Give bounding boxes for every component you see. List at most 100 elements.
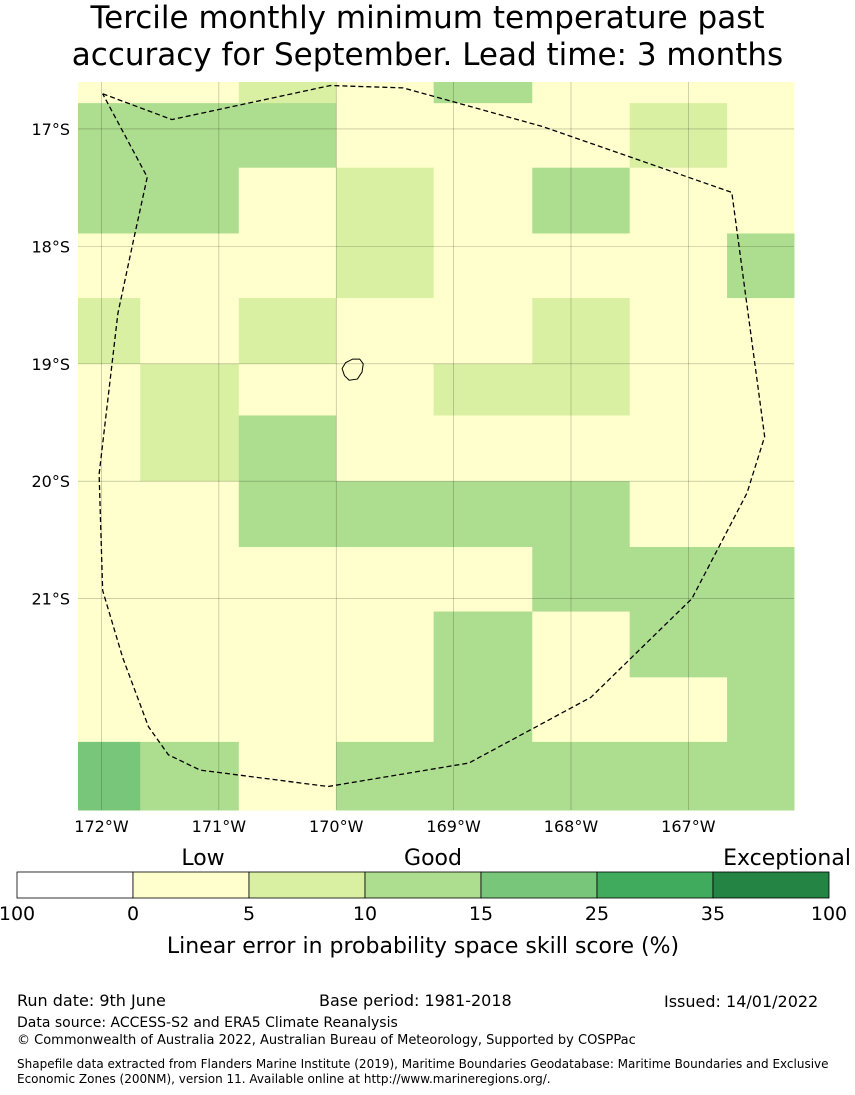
colorbar-segment (16, 871, 134, 899)
grid-cell (727, 82, 795, 104)
colorbar-label: Linear error in probability space skill … (167, 934, 679, 959)
grid-cell (78, 741, 141, 809)
longitude-label: 167°W (661, 817, 716, 836)
latitude-label: 21°S (31, 590, 70, 609)
grid-cell (336, 415, 435, 482)
island-layer (341, 358, 364, 381)
latitude-label: 18°S (31, 237, 70, 256)
grid-cell (629, 807, 728, 811)
grid-cell (336, 481, 435, 548)
latitude-label: 20°S (31, 472, 70, 491)
colorbar-legend: Low Good Exceptional 100 0 5 10 15 25 35 100 Li… (0, 846, 851, 959)
longitude-label: 170°W (309, 817, 364, 836)
longitude-label: 172°W (74, 817, 129, 836)
grid-cell (140, 611, 240, 678)
colorbar-segment (248, 871, 366, 899)
grid-cell (140, 415, 240, 482)
colorbar-segment (596, 871, 714, 899)
grid-cell (727, 103, 795, 169)
copyright: © Commonwealth of Australia 2022, Austra… (17, 1033, 636, 1048)
grid-cell (238, 611, 337, 678)
grid-cell (727, 677, 795, 743)
grid-cell (433, 807, 533, 811)
grid-cell (336, 741, 435, 809)
grid-cell (629, 103, 728, 169)
grid-cell (629, 167, 728, 234)
grid-cell (140, 82, 240, 104)
grid-cell (336, 546, 435, 613)
grid-cell (238, 233, 337, 299)
grid-cell (433, 233, 533, 299)
grid-cell (140, 167, 240, 234)
grid-cell (727, 807, 795, 811)
title-line-1: Tercile monthly minimum temperature past (90, 0, 765, 36)
grid-cell (532, 233, 631, 299)
grid-cell (532, 807, 631, 811)
grid-cell (433, 82, 533, 104)
latitude-label: 19°S (31, 355, 70, 374)
colorbar-tick-label: 100 (811, 903, 847, 925)
grid-cell (140, 807, 240, 811)
grid-cell (629, 611, 728, 678)
grid-cell (727, 481, 795, 548)
grid-cell (336, 233, 435, 299)
grid-cell (140, 677, 240, 743)
longitude-label: 168°W (544, 817, 599, 836)
colorbar-segment (364, 871, 482, 899)
base-period: Base period: 1981-2018 (319, 991, 512, 1010)
colorbar-tick-label: 10 (353, 903, 377, 925)
grid-cell (532, 611, 631, 678)
grid-cell (727, 298, 795, 365)
grid-cell (140, 233, 240, 299)
run-date: Run date: 9th June (17, 991, 166, 1010)
grid-cell (336, 611, 435, 678)
legend-category-exceptional: Exceptional (723, 846, 851, 871)
map-figure: 172°W 171°W 170°W 169°W 168°W 167°W 17°S18°S1… (0, 82, 851, 959)
grid-cell (433, 481, 533, 548)
grid-cell (727, 741, 795, 809)
grid-cell (238, 167, 337, 234)
grid-cell (78, 611, 141, 678)
grid-cell (532, 298, 631, 365)
grid-cell (238, 82, 337, 104)
grid-cell (140, 298, 240, 365)
grid-cell (532, 546, 631, 613)
grid-cell (532, 167, 631, 234)
grid-cell (433, 611, 533, 678)
issued-date: Issued: 14/01/2022 (664, 992, 819, 1011)
grid-cell (727, 611, 795, 678)
grid-cell (629, 363, 728, 416)
grid-cell (727, 167, 795, 234)
grid-cell (433, 741, 533, 809)
eez-boundary (98, 84, 766, 788)
grid-cell (532, 82, 631, 104)
colorbar-tick-labels: 100 0 5 10 15 25 35 100 (0, 903, 847, 925)
latitude-label: 17°S (31, 120, 70, 139)
title-line-2: accuracy for September. Lead time: 3 mon… (71, 37, 784, 73)
grid-cell (433, 546, 533, 613)
longitude-label: 171°W (192, 817, 247, 836)
colorbar-tick-label: 15 (469, 903, 493, 925)
grid-cell (78, 546, 141, 613)
skill-score-grid (78, 82, 795, 811)
grid-cell (629, 481, 728, 548)
colorbar-tick-label: 35 (701, 903, 725, 925)
grid-cell (140, 481, 240, 548)
shapefile-credit: Shapefile data extracted from Flanders M… (17, 1057, 829, 1086)
colorbar-segment (132, 871, 250, 899)
grid-cell (238, 298, 337, 365)
grid-cell (336, 677, 435, 743)
eez-boundary-layer (98, 84, 766, 788)
grid-cell (78, 233, 141, 299)
colorbar-tick-label: 25 (585, 903, 609, 925)
colorbar-tick-label: 100 (0, 903, 35, 925)
grid-cell (727, 233, 795, 299)
grid-cell (140, 363, 240, 416)
grid-cell (629, 415, 728, 482)
colorbar-segment (480, 871, 598, 899)
grid-cell (629, 546, 728, 613)
longitude-tick-labels: 172°W 171°W 170°W 169°W 168°W 167°W (74, 817, 715, 836)
grid-cell (433, 103, 533, 169)
grid-cell (140, 741, 240, 809)
grid-cell (532, 363, 631, 416)
